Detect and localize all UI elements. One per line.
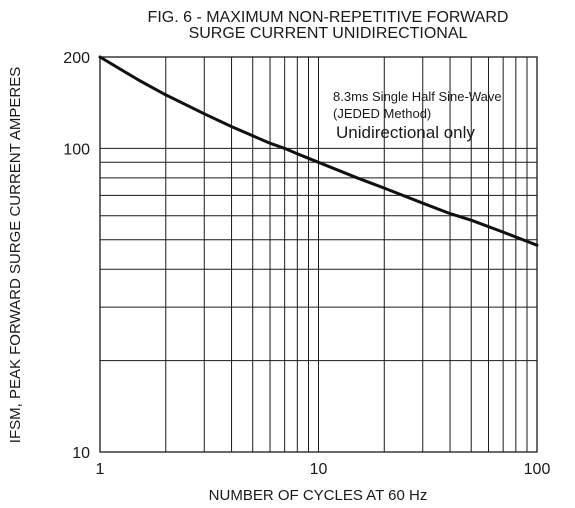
x-axis-label: NUMBER OF CYCLES AT 60 Hz (209, 487, 428, 504)
grid (100, 57, 537, 452)
chart-title-line-2: SURGE CURRENT UNIDIRECTIONAL (189, 25, 468, 42)
x-tick-label: 10 (310, 461, 328, 478)
annotation-unidirectional: Unidirectional only (336, 123, 475, 142)
annotation-method: (JEDED Method) (333, 106, 431, 121)
annotation-waveform: 8.3ms Single Half Sine-Wave (333, 89, 502, 104)
plot-frame (99, 56, 538, 453)
y-tick-label: 10 (72, 445, 90, 462)
series-layer (98, 55, 539, 247)
x-tick-label: 100 (524, 461, 551, 478)
series-line-1 (98, 55, 539, 247)
y-axis-label: IFSM, PEAK FORWARD SURGE CURRENT AMPERES (7, 67, 24, 443)
x-tick-label: 1 (96, 461, 105, 478)
chart-title-line-1: FIG. 6 - MAXIMUM NON-REPETITIVE FORWARD (148, 9, 509, 26)
y-tick-labels: 10 100 200 (63, 50, 90, 462)
x-tick-labels: 1 10 100 (96, 461, 551, 478)
y-tick-label: 200 (63, 50, 90, 67)
y-tick-label: 100 (63, 141, 90, 158)
